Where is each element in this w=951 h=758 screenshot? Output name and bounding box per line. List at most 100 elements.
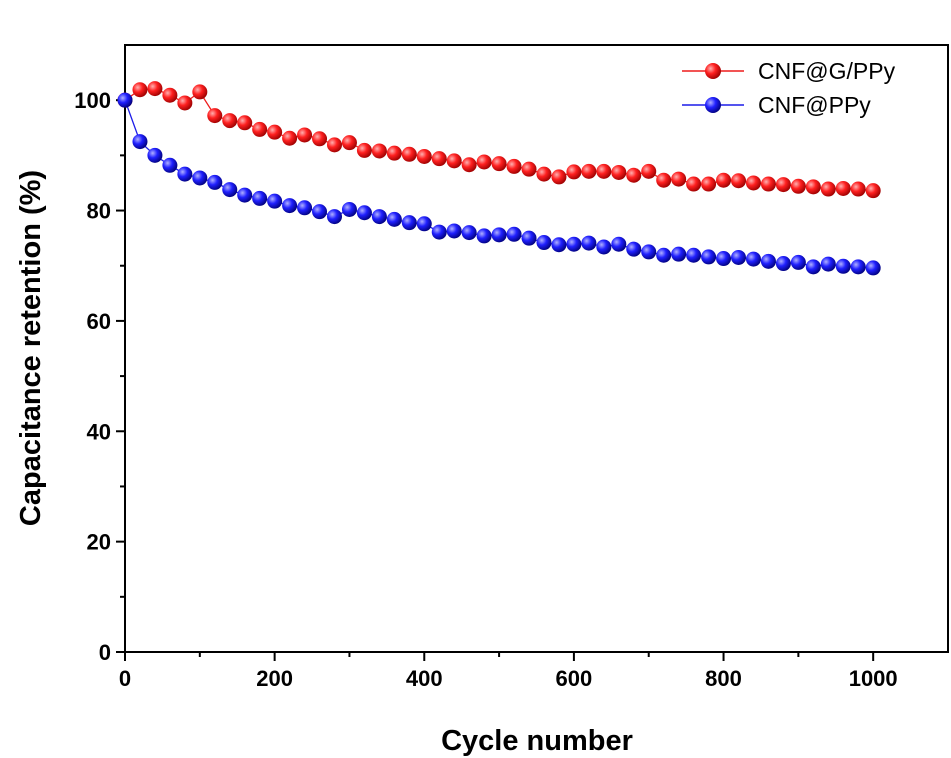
- data-point: [341, 201, 357, 217]
- series-0: [117, 81, 881, 199]
- data-point: [282, 198, 298, 214]
- data-point: [237, 115, 253, 131]
- x-axis-ticks: [124, 652, 875, 661]
- data-point: [326, 209, 342, 225]
- x-tick-label: 1000: [849, 666, 898, 691]
- data-point: [312, 204, 328, 220]
- data-point: [371, 143, 387, 159]
- data-point: [147, 147, 163, 163]
- x-tick-label: 200: [256, 666, 293, 691]
- y-tick-label: 0: [99, 640, 111, 665]
- data-point: [716, 251, 732, 267]
- data-point: [132, 82, 148, 98]
- x-tick-label: 600: [556, 666, 593, 691]
- data-point: [790, 178, 806, 194]
- data-point: [386, 211, 402, 227]
- data-point: [521, 161, 537, 177]
- data-point: [506, 226, 522, 242]
- data-point: [805, 259, 821, 275]
- data-point: [177, 95, 193, 111]
- data-point: [716, 172, 732, 188]
- data-point: [326, 137, 342, 153]
- data-point: [626, 167, 642, 183]
- data-point: [162, 157, 178, 173]
- data-point: [596, 163, 612, 179]
- data-point: [671, 171, 687, 187]
- data-point: [850, 259, 866, 275]
- y-tick-label: 80: [87, 199, 111, 224]
- data-point: [835, 180, 851, 196]
- data-point: [536, 235, 552, 251]
- data-point: [416, 148, 432, 164]
- data-point: [147, 81, 163, 97]
- y-axis-tick-labels: 0 20 40 60 80 100: [74, 88, 111, 665]
- data-point: [760, 176, 776, 192]
- data-point: [611, 164, 627, 180]
- data-point: [611, 236, 627, 252]
- data-point: [177, 166, 193, 182]
- data-point: [626, 241, 642, 257]
- data-point: [656, 247, 672, 263]
- data-point: [656, 172, 672, 188]
- data-point: [356, 142, 372, 158]
- data-point: [207, 174, 223, 190]
- data-point: [386, 145, 402, 161]
- data-point: [775, 177, 791, 193]
- legend-label-cnf-ppy: CNF@PPy: [758, 92, 871, 118]
- plot-frame: [124, 44, 949, 653]
- data-point: [581, 235, 597, 251]
- data-point: [745, 251, 761, 267]
- data-point: [731, 249, 747, 265]
- data-point: [641, 163, 657, 179]
- data-point: [551, 237, 567, 253]
- data-point: [566, 236, 582, 252]
- data-point: [805, 179, 821, 195]
- series-layer: [117, 81, 881, 276]
- data-point: [297, 127, 313, 143]
- data-point: [192, 84, 208, 100]
- y-tick-label: 60: [87, 309, 111, 334]
- legend-marker-cnf-g-ppy: [705, 63, 721, 79]
- data-point: [341, 135, 357, 151]
- y-axis-ticks: [116, 99, 125, 653]
- data-point: [431, 151, 447, 167]
- data-point: [461, 157, 477, 173]
- data-point: [401, 146, 417, 162]
- y-axis-title: Capacitance retention (%): [15, 170, 47, 526]
- legend: CNF@G/PPy CNF@PPy: [682, 58, 896, 118]
- data-point: [820, 181, 836, 197]
- data-point: [416, 216, 432, 232]
- data-point: [775, 256, 791, 272]
- data-point: [790, 254, 806, 270]
- y-tick-label: 40: [87, 419, 111, 444]
- legend-label-cnf-g-ppy: CNF@G/PPy: [758, 58, 896, 84]
- data-point: [252, 121, 268, 137]
- data-point: [820, 256, 836, 272]
- data-point: [371, 209, 387, 225]
- data-point: [536, 166, 552, 182]
- data-point: [566, 164, 582, 180]
- data-point: [222, 182, 238, 198]
- data-point: [267, 124, 283, 140]
- legend-item-cnf-g-ppy: CNF@G/PPy: [682, 58, 896, 84]
- data-point: [731, 173, 747, 189]
- data-point: [312, 131, 328, 147]
- data-point: [132, 134, 148, 150]
- x-tick-label: 800: [705, 666, 742, 691]
- data-point: [596, 239, 612, 255]
- x-axis-tick-labels: 0 200 400 600 800 1000: [119, 666, 898, 691]
- data-point: [521, 230, 537, 246]
- data-point: [252, 190, 268, 206]
- data-point: [686, 176, 702, 192]
- data-point: [401, 215, 417, 231]
- data-point: [491, 227, 507, 243]
- data-point: [701, 176, 717, 192]
- data-point: [267, 193, 283, 209]
- x-tick-label: 0: [119, 666, 131, 691]
- data-point: [162, 87, 178, 103]
- data-point: [865, 260, 881, 276]
- data-point: [476, 154, 492, 170]
- data-point: [760, 253, 776, 269]
- data-point: [491, 156, 507, 172]
